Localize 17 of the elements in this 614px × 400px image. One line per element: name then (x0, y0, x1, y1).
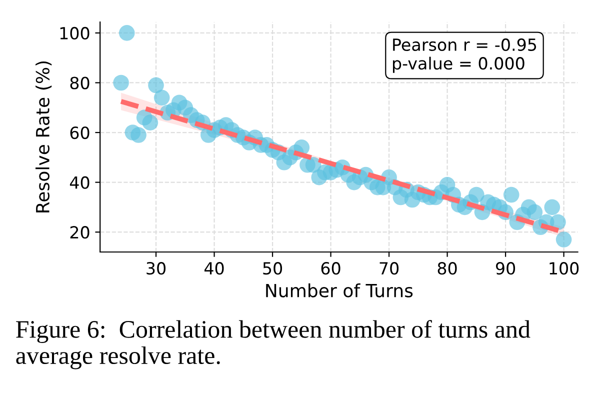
y-tick-label: 100 (60, 26, 90, 40)
x-tick-label: 90 (496, 262, 516, 275)
x-tick-label: 40 (204, 262, 224, 275)
x-tick-label: 30 (146, 262, 166, 275)
y-axis-title: Resolve Rate (%) (36, 61, 52, 212)
x-tick-label: 100 (550, 262, 579, 275)
x-axis-title: Number of Turns (266, 283, 413, 298)
y-tick-label: 20 (70, 226, 90, 239)
annotation: Pearson r = -0.95 p-value = 0.000 (392, 38, 536, 73)
y-tick-label: 60 (70, 126, 90, 140)
x-tick-label: 60 (321, 262, 340, 275)
caption: Figure 6: Correlation between number of turns and average resolve rate. (16, 320, 530, 370)
x-tick-label: 50 (263, 262, 282, 275)
x-tick-label: 80 (438, 262, 457, 275)
x-tick-label: 70 (380, 262, 399, 275)
y-tick-label: 40 (70, 176, 90, 189)
y-tick-label: 80 (70, 76, 90, 90)
